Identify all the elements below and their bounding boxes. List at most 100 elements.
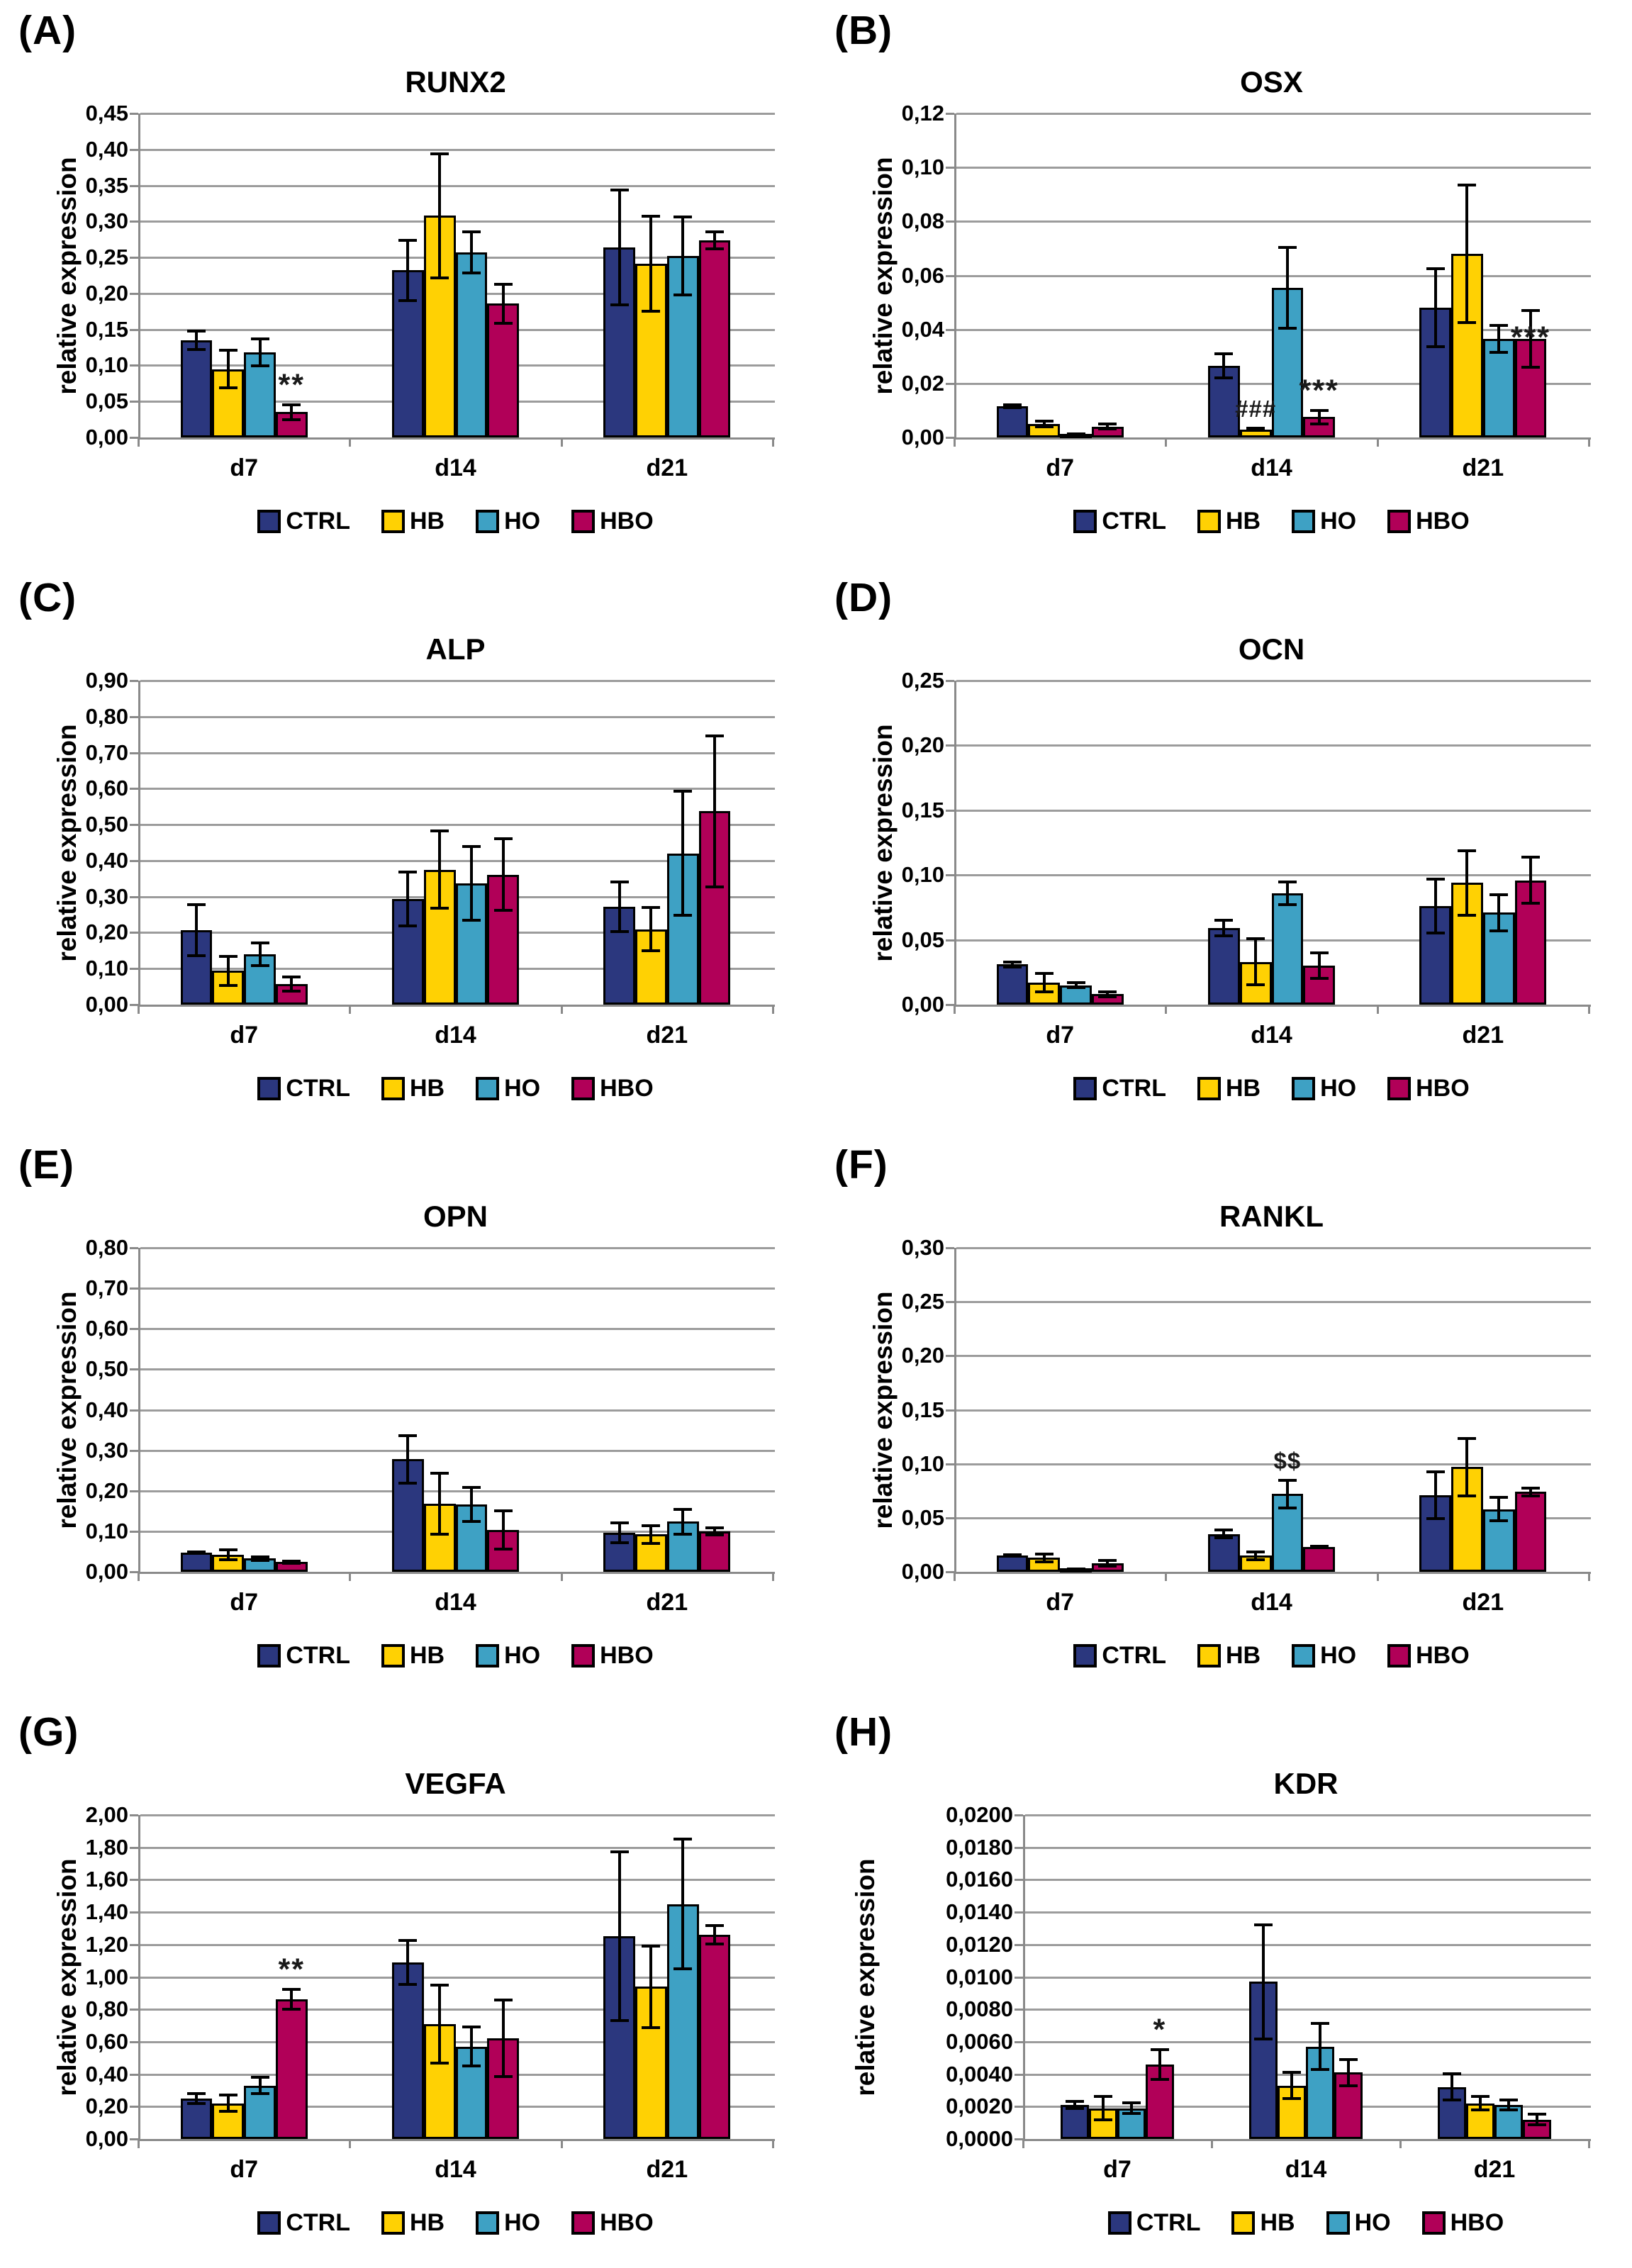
- chart-title: RUNX2: [405, 65, 506, 99]
- y-tick-label: 0,00: [901, 425, 944, 449]
- y-tick-mark: [130, 1846, 138, 1849]
- error-bar-cap-bottom: [705, 247, 724, 250]
- y-tick-label: 0,40: [85, 1397, 128, 1422]
- bar-hbo-d7: [275, 1999, 308, 2139]
- error-bar-cap-top: [610, 1850, 629, 1854]
- gridline: [140, 1247, 775, 1249]
- x-tick-label: d7: [230, 454, 258, 481]
- error-bar: [610, 1850, 629, 2023]
- bar-ho-d14: [1271, 893, 1304, 1005]
- bar-hbo-d21: [698, 1935, 731, 2139]
- error-bar-cap-bottom: [1066, 2106, 1085, 2110]
- error-bar-cap-top: [1282, 2071, 1302, 2074]
- y-tick-mark: [946, 809, 954, 812]
- error-bar-cap-bottom: [1094, 2118, 1113, 2121]
- error-bar-cap-top: [610, 188, 629, 191]
- error-bar-line: [1433, 267, 1437, 349]
- y-tick-label: 0,04: [901, 316, 944, 342]
- y-tick-label: 0,40: [85, 2061, 128, 2087]
- y-tick-mark: [946, 1409, 954, 1412]
- error-bar-cap-bottom: [462, 2065, 481, 2068]
- legend-item-ctrl: CTRL: [257, 508, 350, 535]
- error-bar-cap-top: [705, 1526, 724, 1530]
- bar-ctrl-d7: [996, 406, 1029, 437]
- error-bar-cap-bottom: [1003, 965, 1022, 968]
- y-tick-label: 0,30: [85, 1437, 128, 1463]
- legend-item-hbo: HBO: [571, 1075, 654, 1102]
- legend-item-ho: HO: [1292, 508, 1356, 535]
- error-bar-cap-bottom: [674, 914, 693, 917]
- error-bar: [1490, 893, 1509, 932]
- error-bar: [282, 403, 301, 421]
- legend-label: HB: [409, 1642, 445, 1669]
- error-bar-cap-bottom: [1034, 425, 1053, 428]
- y-tick-mark: [130, 1911, 138, 1914]
- error-bar-cap-bottom: [187, 954, 206, 957]
- error-bar: [1003, 1553, 1022, 1558]
- error-bar-line: [1433, 877, 1437, 935]
- error-bar-cap-top: [642, 1944, 661, 1948]
- error-bar-cap-top: [1338, 2057, 1358, 2061]
- error-bar-cap-top: [398, 870, 418, 873]
- error-bar-cap-top: [282, 976, 301, 979]
- y-tick-mark: [1015, 2073, 1023, 2076]
- y-tick-label: 0,00: [85, 992, 128, 1017]
- error-bar: [1003, 403, 1022, 409]
- error-bar-line: [1074, 981, 1078, 990]
- y-tick-label: 1,40: [85, 1899, 128, 1925]
- bar-ctrl-d7: [180, 1552, 213, 1572]
- error-bar-cap-bottom: [493, 2075, 513, 2079]
- error-bar: [1098, 1558, 1117, 1568]
- x-tick-mark: [1165, 1005, 1168, 1014]
- y-tick-label: 0,0060: [946, 2028, 1013, 2054]
- legend-label: HO: [1320, 1075, 1357, 1102]
- error-bar-cap-bottom: [250, 1558, 269, 1562]
- error-bar-cap-top: [705, 230, 724, 233]
- chart-title: OCN: [1238, 632, 1305, 666]
- gridline: [140, 184, 775, 187]
- error-bar-line: [438, 1983, 442, 2065]
- x-tick-mark: [1588, 2139, 1590, 2148]
- y-tick-mark: [130, 1530, 138, 1533]
- error-bar-cap-bottom: [642, 1542, 661, 1546]
- error-bar-cap-bottom: [1338, 2084, 1358, 2087]
- bar-hb-d21: [635, 1534, 667, 1572]
- error-bar: [218, 954, 237, 987]
- error-bar-line: [1465, 849, 1469, 917]
- x-tick-mark: [349, 1005, 352, 1014]
- error-bar: [493, 1999, 513, 2079]
- legend-item-hb: HB: [381, 2209, 445, 2237]
- error-bar-line: [649, 215, 653, 313]
- y-tick-mark: [130, 1943, 138, 1946]
- legend-label: CTRL: [286, 1075, 350, 1102]
- gridline: [956, 220, 1591, 223]
- error-bar-cap-bottom: [1282, 2097, 1302, 2101]
- x-tick-mark: [1588, 1572, 1590, 1581]
- bar-hb-d21: [635, 264, 667, 437]
- error-bar: [1094, 2095, 1113, 2121]
- legend-swatch-ho: [1326, 2211, 1350, 2235]
- y-tick-label: 0,30: [85, 883, 128, 909]
- y-tick-mark: [130, 2073, 138, 2076]
- error-bar-line: [681, 1507, 685, 1536]
- x-tick-label: d7: [230, 2156, 258, 2183]
- significance-marker: ***: [1510, 320, 1551, 354]
- y-tick-label: 0,08: [901, 208, 944, 234]
- error-bar-cap-top: [398, 238, 418, 242]
- y-tick-label: 0,10: [901, 862, 944, 888]
- gridline: [1025, 1814, 1591, 1816]
- error-bar-cap-top: [462, 2026, 481, 2029]
- error-bar-cap-bottom: [430, 907, 449, 910]
- legend-label: HBO: [1450, 2209, 1504, 2236]
- error-bar-line: [1262, 1923, 1265, 2040]
- legend-item-hbo: HBO: [1387, 1642, 1470, 1670]
- gridline: [1025, 1879, 1591, 1882]
- y-tick-mark: [130, 1490, 138, 1492]
- x-tick-mark: [1588, 437, 1590, 447]
- gridline: [140, 752, 775, 754]
- bar-ho-d14: [455, 252, 488, 437]
- legend: CTRL HB HO HBO: [954, 1642, 1589, 1670]
- legend-swatch-hb: [1197, 1644, 1221, 1668]
- error-bar-cap-bottom: [462, 272, 481, 275]
